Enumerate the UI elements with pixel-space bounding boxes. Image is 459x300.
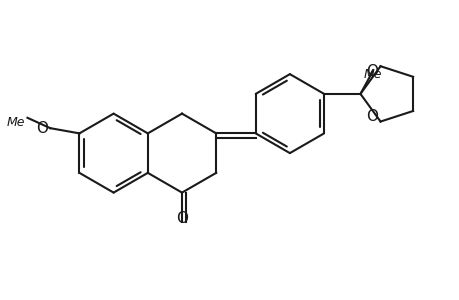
Text: O: O — [366, 64, 378, 79]
Text: O: O — [36, 121, 48, 136]
Text: O: O — [366, 109, 378, 124]
Text: Me: Me — [7, 116, 25, 129]
Text: Me: Me — [363, 68, 381, 81]
Text: O: O — [176, 211, 188, 226]
